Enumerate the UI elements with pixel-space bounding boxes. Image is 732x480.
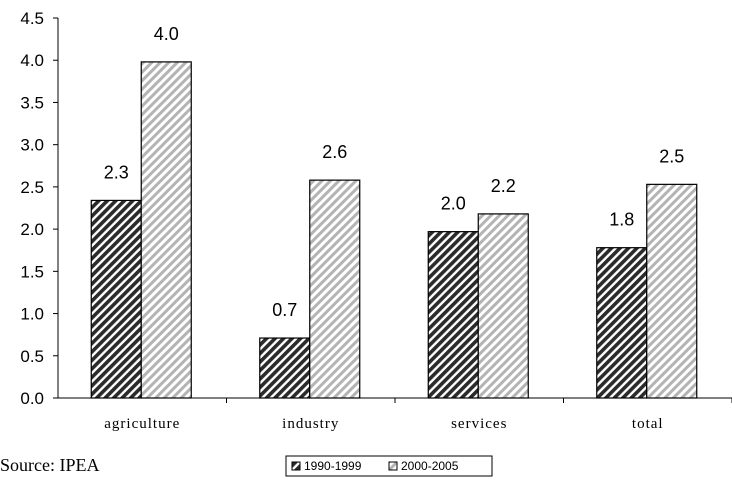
bar-1990-1999-services: [427, 231, 479, 399]
y-tick-label: 2.5: [20, 178, 44, 197]
legend-label-series-2: 2000-2005: [401, 459, 459, 473]
source-note: Source: IPEA: [0, 455, 100, 475]
data-label: 2.6: [322, 142, 347, 162]
y-tick-label: 0.0: [20, 389, 44, 408]
legend-swatch-series-2: [388, 461, 398, 471]
y-tick-label: 3.5: [20, 93, 44, 112]
y-tick-label: 1.5: [20, 262, 44, 281]
data-label: 4.0: [154, 24, 179, 44]
y-tick-label: 4.5: [20, 9, 44, 28]
data-labels: 2.3 0.7 2.0 1.8 4.0 2.6 2.2 2.5: [104, 24, 685, 320]
bar-2000-2005-total: [646, 183, 698, 399]
bar-1990-1999-industry: [259, 337, 311, 399]
data-label: 2.3: [104, 162, 129, 182]
data-label: 1.8: [609, 210, 634, 230]
bar-2000-2005-services: [477, 213, 529, 399]
x-tick-label: agriculture: [104, 416, 180, 432]
legend: 1990-1999 2000-2005: [285, 455, 493, 477]
legend-label-series-1: 1990-1999: [304, 459, 362, 473]
bar-1990-1999-total: [596, 247, 648, 399]
data-label: 2.2: [491, 176, 516, 196]
y-tick-label: 0.5: [20, 347, 44, 366]
x-tick-label: total: [632, 416, 664, 432]
bar-2000-2005-agriculture: [140, 61, 192, 399]
y-tick-label: 3.0: [20, 136, 44, 155]
y-tick-label: 4.0: [20, 51, 44, 70]
axes: 0.0 0.5 1.0 1.5 2.0 2.5 3.0 3.5 4.0 4.5 agricultur…: [20, 9, 732, 432]
data-label: 2.5: [659, 146, 684, 166]
y-tick-label: 2.0: [20, 220, 44, 239]
bar-2000-2005-industry: [309, 179, 361, 399]
legend-swatch-series-1: [291, 461, 301, 471]
x-tick-label: services: [451, 416, 507, 432]
x-tick-label: industry: [282, 416, 339, 432]
data-label: 2.0: [441, 194, 466, 214]
bars: [90, 61, 698, 399]
y-tick-label: 1.0: [20, 305, 44, 324]
data-label: 0.7: [272, 300, 297, 320]
bar-1990-1999-agriculture: [90, 199, 142, 399]
